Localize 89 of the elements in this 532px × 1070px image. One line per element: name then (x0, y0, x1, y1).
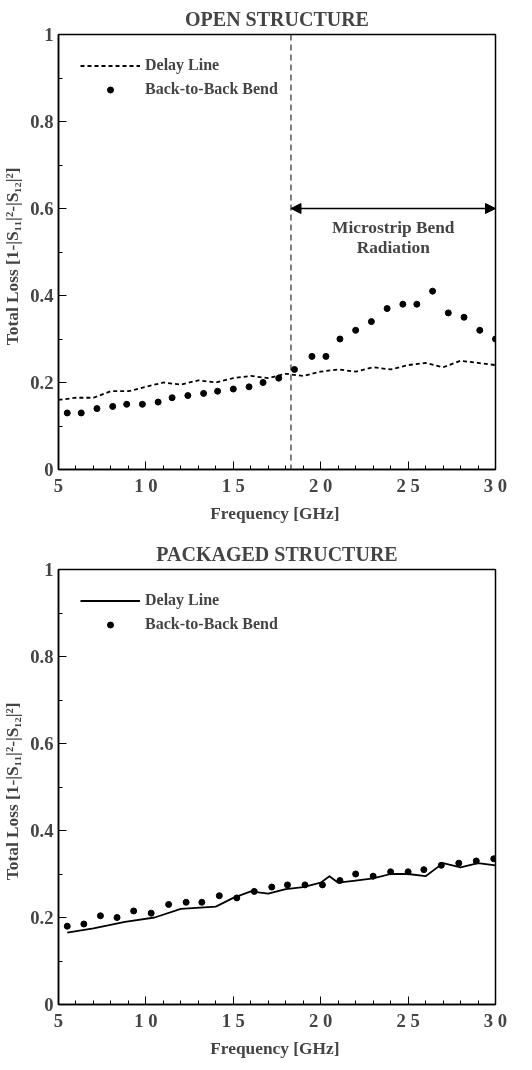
legend-label: Back-to-Back Bend (145, 615, 278, 633)
x-tick-label: 2 5 (396, 1009, 420, 1031)
y-tick-label: 0.8 (30, 646, 54, 667)
legend-label: Delay Line (145, 56, 220, 74)
y-tick-label: 0.2 (30, 372, 54, 393)
x-tick-label: 2 0 (309, 474, 333, 496)
point (182, 898, 190, 906)
point (113, 914, 121, 921)
point (93, 405, 101, 413)
point (63, 409, 71, 417)
point (387, 868, 395, 876)
x-tick-label: 1 0 (134, 1009, 158, 1031)
y-tick-label: 0.8 (30, 111, 54, 132)
point (352, 870, 360, 878)
point (455, 859, 463, 867)
point (214, 387, 222, 395)
point (245, 383, 253, 391)
point (96, 912, 104, 920)
point (399, 300, 407, 308)
y-tick-label: 0.2 (30, 907, 54, 928)
point (472, 857, 480, 865)
x-tick-label: 5 (53, 474, 64, 496)
point (404, 868, 412, 876)
point (413, 300, 421, 308)
point (318, 881, 326, 889)
y-tick-label: 0 (44, 994, 54, 1015)
point (336, 877, 344, 885)
point (444, 309, 452, 317)
y-tick-label: 1 (44, 24, 54, 45)
point (184, 392, 192, 400)
point (77, 409, 85, 417)
point (109, 402, 117, 410)
point (130, 907, 138, 915)
point (460, 313, 468, 321)
point (250, 887, 258, 895)
ref-line-label: Microstrip Bend Radiation (332, 217, 455, 257)
point (154, 398, 162, 406)
point (322, 352, 330, 360)
x-axis-title: Frequency [GHz] (210, 1038, 340, 1058)
point (147, 909, 155, 917)
y-tick-label: 0 (44, 459, 54, 480)
y-axis-title: Total Loss [1-|S₁₁|²-|S₁₂|²] (3, 702, 23, 881)
point (165, 900, 173, 908)
point (490, 855, 496, 863)
legend-label: Delay Line (145, 591, 220, 609)
x-axis-title: Frequency [GHz] (210, 503, 340, 523)
y-tick-label: 0.6 (30, 198, 54, 219)
x-tick-label: 1 0 (134, 474, 158, 496)
point (215, 892, 223, 900)
point (383, 305, 391, 313)
point (233, 894, 241, 902)
y-tick-label: 0.6 (30, 733, 54, 754)
point (268, 883, 276, 891)
point (80, 920, 88, 928)
point (123, 400, 131, 408)
point (229, 385, 237, 393)
point (420, 866, 428, 874)
y-tick-label: 0.4 (30, 820, 54, 841)
point (275, 374, 283, 382)
point (429, 287, 437, 295)
point (437, 861, 445, 869)
chart-title: PACKAGED STRUCTURE (156, 542, 398, 565)
x-tick-label: 2 0 (309, 1009, 333, 1031)
point (290, 365, 298, 373)
point (168, 394, 176, 402)
x-tick-label: 5 (53, 1009, 64, 1031)
point (283, 881, 291, 889)
point (200, 389, 208, 397)
x-tick-label: 1 5 (221, 474, 245, 496)
point (63, 922, 71, 930)
point (301, 881, 309, 889)
y-tick-label: 1 (44, 559, 54, 580)
point (308, 352, 316, 360)
legend-label: Back-to-Back Bend (145, 80, 278, 98)
chart-title: OPEN STRUCTURE (185, 7, 369, 30)
point (259, 379, 267, 386)
x-tick-label: 2 5 (396, 474, 420, 496)
x-tick-label: 1 5 (221, 1009, 245, 1031)
point (336, 335, 344, 343)
y-axis-title: Total Loss [1-|S₁₁|²-|S₁₂|²] (3, 167, 23, 346)
point (367, 318, 375, 326)
point (369, 872, 377, 880)
point (476, 326, 484, 334)
x-tick-label: 3 0 (483, 474, 508, 496)
point (352, 326, 360, 334)
x-tick-label: 3 0 (483, 1009, 508, 1031)
y-tick-label: 0.4 (30, 285, 54, 306)
point (198, 898, 206, 906)
point (138, 400, 146, 408)
